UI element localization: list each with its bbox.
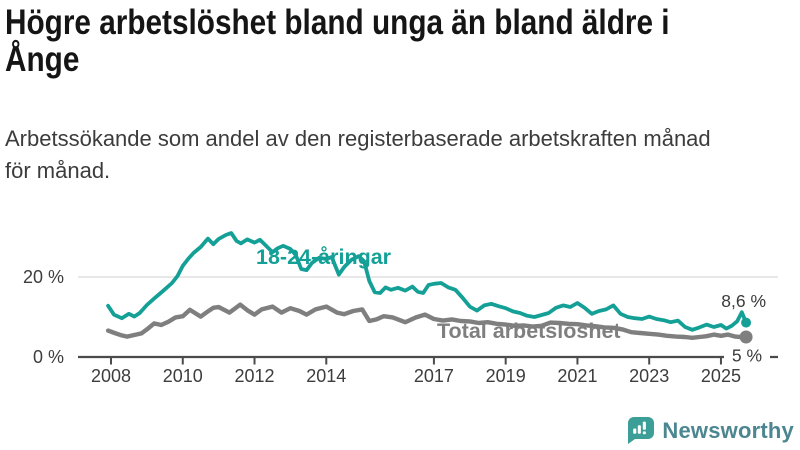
x-tick-label: 2010 — [163, 366, 203, 386]
chart-subtitle-line1: Arbetssökande som andel av den registerb… — [5, 126, 711, 151]
newsworthy-logo[interactable]: Newsworthy — [627, 417, 794, 445]
y-tick-label: 20 % — [23, 267, 64, 287]
x-tick-label: 2025 — [701, 366, 741, 386]
end-value-label-total: 5 % — [732, 346, 762, 366]
chart-title-line2: Ånge — [5, 40, 80, 79]
newsworthy-icon — [627, 417, 655, 445]
chart-subtitle-line2: för månad. — [5, 158, 111, 183]
x-tick-label: 2021 — [557, 366, 597, 386]
x-tick-label: 2019 — [486, 366, 526, 386]
x-tick-label: 2023 — [629, 366, 669, 386]
chart-subtitle: Arbetssökande som andel av den registerb… — [5, 123, 711, 187]
series-label-total: Total arbetslöshet — [437, 319, 621, 343]
newsworthy-logo-text: Newsworthy — [662, 418, 794, 443]
chart-title-line1: Högre arbetslöshet bland unga än bland ä… — [5, 3, 670, 42]
x-tick-label: 2014 — [306, 366, 346, 386]
series-line-total — [105, 302, 749, 340]
chart-title: Högre arbetslöshet bland unga än bland ä… — [5, 4, 670, 78]
end-marker-total — [739, 330, 753, 344]
series-label-youth: 18-24-åringar — [256, 245, 392, 269]
end-value-label-youth: 8,6 % — [721, 291, 766, 311]
x-tick-label: 2017 — [414, 366, 454, 386]
end-label-backing — [724, 347, 770, 364]
y-tick-label: 0 % — [33, 347, 64, 367]
x-tick-label: 2012 — [234, 366, 274, 386]
end-marker-youth — [741, 317, 752, 328]
series-line-youth — [106, 231, 748, 332]
x-tick-label: 2008 — [91, 366, 131, 386]
